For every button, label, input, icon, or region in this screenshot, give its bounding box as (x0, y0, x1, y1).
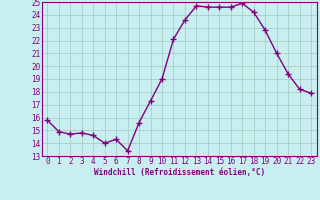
X-axis label: Windchill (Refroidissement éolien,°C): Windchill (Refroidissement éolien,°C) (94, 168, 265, 177)
